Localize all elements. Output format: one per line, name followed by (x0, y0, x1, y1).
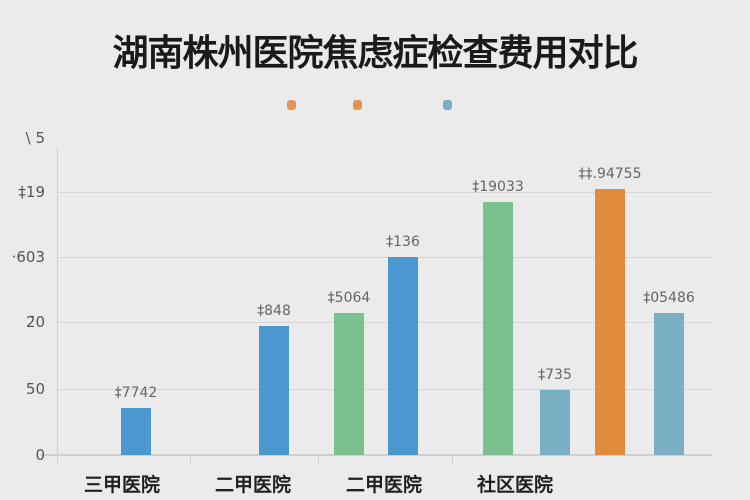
legend-swatch (353, 100, 362, 110)
bar (334, 313, 364, 455)
bar-value-label: ‡19033 (472, 179, 524, 195)
x-category-label: 三甲医院 (83, 474, 161, 496)
y-tick-label: \ 5 (25, 129, 45, 147)
x-tick-mark (190, 456, 191, 464)
bar (259, 326, 289, 455)
x-category-label: 社区医院 (476, 474, 554, 496)
bar (483, 202, 513, 455)
bar-value-label: ‡5064 (327, 290, 371, 306)
legend-swatch (287, 100, 296, 110)
bar-value-label: ‡7742 (114, 385, 158, 401)
x-category-label: 二甲医院 (214, 474, 292, 496)
y-tick-label: 0 (35, 446, 45, 464)
chart-title: 湖南株州医院焦虑症检查费用对比 (112, 33, 638, 74)
bar (654, 313, 684, 455)
bar (121, 408, 151, 455)
bar-value-label: ‡‡.94755 (578, 166, 642, 182)
y-tick-label: ‡19 (18, 183, 45, 201)
x-tick-mark (318, 456, 319, 464)
bar-value-label: ‡848 (257, 303, 291, 319)
x-tick-mark (452, 456, 453, 464)
x-axis-line (40, 454, 712, 456)
bar-value-label: ‡136 (386, 234, 420, 250)
gridline (57, 389, 712, 390)
bar (388, 257, 418, 455)
bar-value-label: ‡05486 (643, 290, 695, 306)
y-tick-label: ·603 (11, 248, 45, 266)
y-axis-line (57, 148, 58, 456)
gridline (57, 257, 712, 258)
x-category-label: 二甲医院 (345, 474, 423, 496)
y-tick-label: 50 (25, 380, 45, 398)
gridline (57, 322, 712, 323)
gridline (57, 192, 712, 193)
bar (595, 189, 625, 455)
bar (540, 390, 570, 455)
y-tick-label: 2̄0 (25, 313, 45, 331)
x-tick-mark (57, 456, 58, 464)
legend-swatch (443, 100, 452, 110)
bar-value-label: ‡735 (538, 367, 572, 383)
